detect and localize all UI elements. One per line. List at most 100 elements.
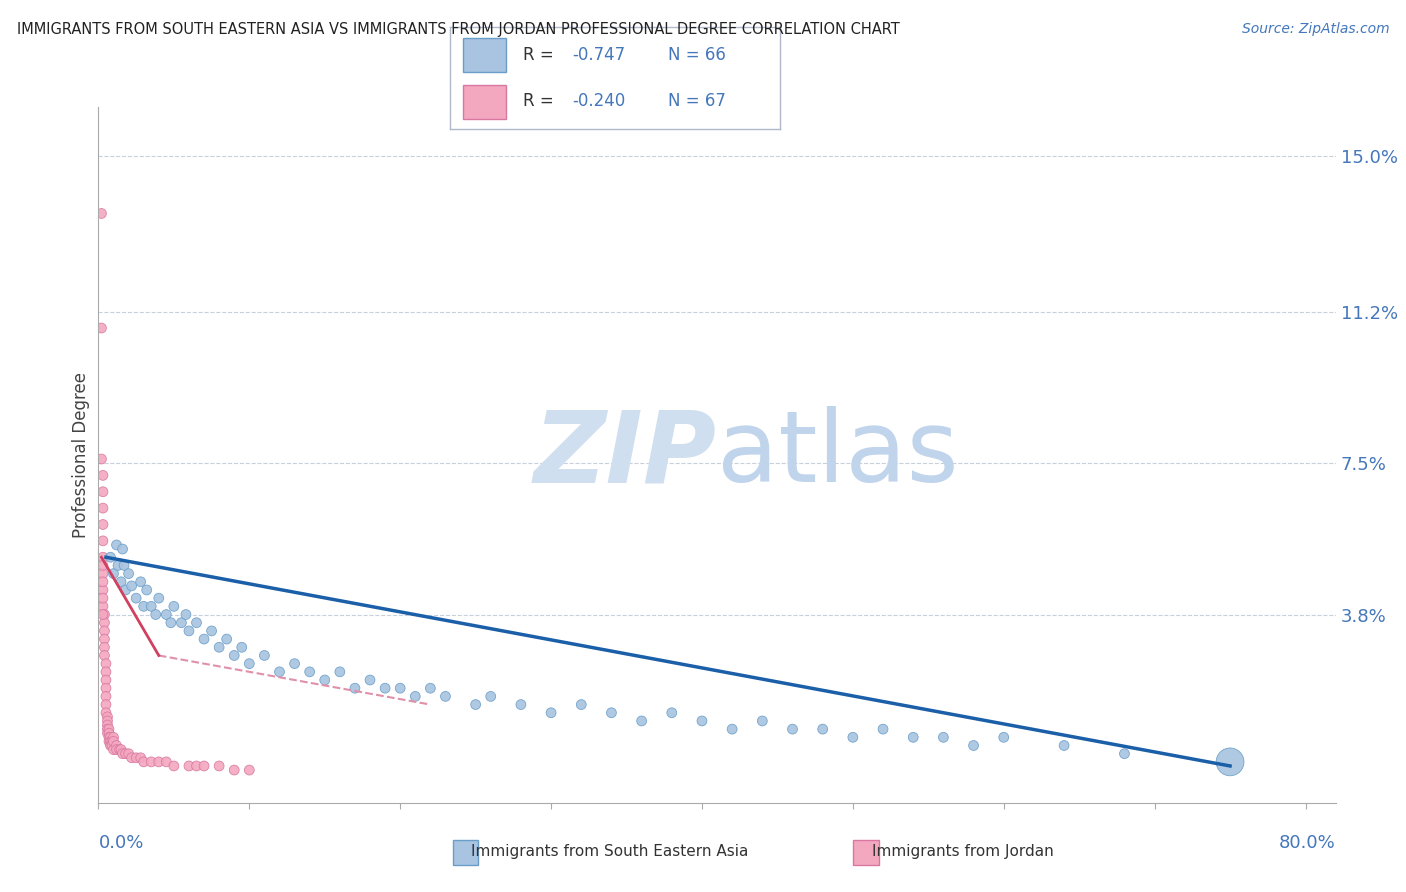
Point xyxy=(93,624,115,638)
Point xyxy=(90,452,112,467)
Point xyxy=(91,574,114,589)
Point xyxy=(117,566,139,581)
Text: Immigrants from South Eastern Asia: Immigrants from South Eastern Asia xyxy=(471,845,748,859)
Point xyxy=(170,615,193,630)
Point xyxy=(419,681,441,696)
Point xyxy=(932,731,955,745)
Point xyxy=(1053,739,1076,753)
Point xyxy=(208,640,231,655)
Point xyxy=(160,615,183,630)
Point xyxy=(540,706,562,720)
Point xyxy=(464,698,486,712)
Point xyxy=(238,763,260,777)
Point xyxy=(343,681,366,696)
Point xyxy=(872,722,894,736)
Point xyxy=(103,731,125,745)
Point xyxy=(101,739,124,753)
Point xyxy=(98,734,121,748)
Point xyxy=(163,599,186,614)
Point xyxy=(98,726,121,740)
Point xyxy=(91,582,114,597)
Point xyxy=(91,566,114,581)
Point xyxy=(121,579,143,593)
Point xyxy=(100,550,122,565)
Point xyxy=(434,690,457,704)
Point xyxy=(962,739,984,753)
Point xyxy=(224,648,246,663)
Text: R =: R = xyxy=(523,46,554,64)
Point xyxy=(98,722,121,736)
Point xyxy=(148,591,170,606)
Text: ZIP: ZIP xyxy=(534,407,717,503)
Text: R =: R = xyxy=(523,92,554,110)
Point xyxy=(107,558,129,573)
Point xyxy=(208,759,231,773)
Point xyxy=(110,742,132,756)
Point xyxy=(163,759,186,773)
Point xyxy=(90,321,112,335)
Point xyxy=(103,566,125,581)
Point xyxy=(145,607,167,622)
Text: -0.747: -0.747 xyxy=(572,46,626,64)
Point xyxy=(121,751,143,765)
Point xyxy=(479,690,502,704)
Point xyxy=(96,718,118,732)
Point xyxy=(374,681,396,696)
Point xyxy=(129,574,152,589)
Point xyxy=(94,657,117,671)
Point xyxy=(141,755,163,769)
Point xyxy=(93,607,115,622)
Point xyxy=(112,558,135,573)
Point xyxy=(125,751,148,765)
Point xyxy=(1114,747,1136,761)
Point xyxy=(91,484,114,499)
Point xyxy=(661,706,683,720)
Point xyxy=(509,698,531,712)
Point xyxy=(94,698,117,712)
Point xyxy=(690,714,713,728)
Point xyxy=(103,742,125,756)
Point xyxy=(91,501,114,516)
Point xyxy=(91,599,114,614)
Point xyxy=(842,731,865,745)
Point xyxy=(108,742,131,756)
Point xyxy=(903,731,925,745)
Point xyxy=(630,714,652,728)
Point xyxy=(105,742,128,756)
Point xyxy=(200,624,222,638)
Point xyxy=(721,722,744,736)
Text: N = 67: N = 67 xyxy=(668,92,725,110)
Point xyxy=(186,615,208,630)
Text: Source: ZipAtlas.com: Source: ZipAtlas.com xyxy=(1241,22,1389,37)
Point xyxy=(569,698,592,712)
FancyBboxPatch shape xyxy=(463,86,506,119)
Point xyxy=(269,665,291,679)
Point xyxy=(105,538,128,552)
Point xyxy=(193,632,215,646)
Point xyxy=(129,751,152,765)
Point xyxy=(329,665,352,679)
Point xyxy=(177,759,200,773)
Point xyxy=(751,714,773,728)
Point xyxy=(253,648,276,663)
Point xyxy=(114,582,136,597)
Point xyxy=(231,640,253,655)
Point xyxy=(155,607,177,622)
Point xyxy=(94,673,117,687)
Point xyxy=(96,714,118,728)
Point xyxy=(811,722,834,736)
Point xyxy=(93,632,115,646)
Point xyxy=(91,550,114,565)
Point xyxy=(215,632,238,646)
Point xyxy=(117,747,139,761)
Point xyxy=(177,624,200,638)
Y-axis label: Professional Degree: Professional Degree xyxy=(72,372,90,538)
Text: atlas: atlas xyxy=(717,407,959,503)
Point xyxy=(359,673,381,687)
Point xyxy=(90,206,112,220)
Point xyxy=(93,648,115,663)
Point xyxy=(132,599,155,614)
Point xyxy=(111,747,134,761)
Point xyxy=(111,542,134,557)
Point xyxy=(94,690,117,704)
